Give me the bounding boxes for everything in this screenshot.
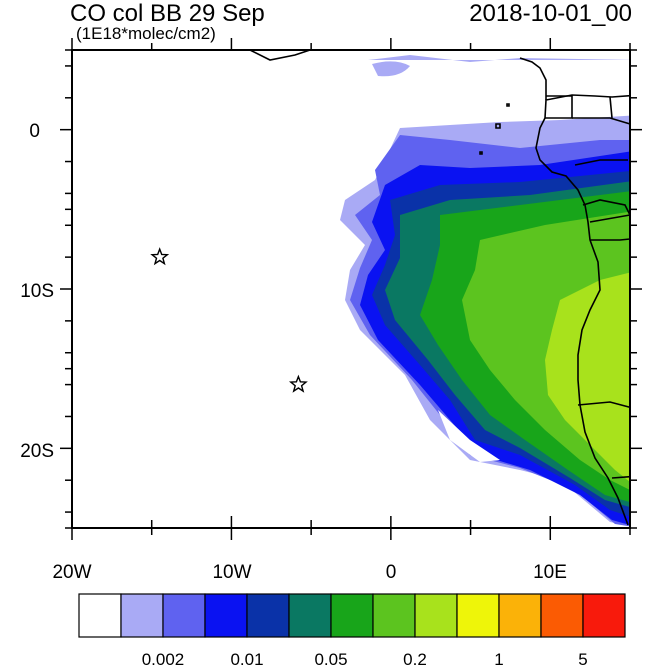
colorbar [78, 593, 626, 638]
star-marker [150, 247, 170, 266]
plume-level-yellowgreen [545, 272, 630, 482]
colorbar-label: 5 [578, 650, 587, 667]
colorbar-swatch [246, 593, 290, 638]
colorbar-swatch [288, 593, 332, 638]
plume-level-light [372, 61, 410, 77]
site-markers [150, 247, 308, 393]
axis-ticks [60, 38, 642, 540]
x-tick-label: 20W [52, 562, 91, 583]
colorbar-swatch [414, 593, 458, 638]
map-title: CO col BB 29 Sep [70, 0, 265, 27]
colorbar-label: 1 [494, 650, 503, 667]
star-marker [288, 374, 308, 393]
colorbar-swatch [456, 593, 500, 638]
coastlines [249, 50, 630, 526]
colorbar-swatch [78, 593, 122, 638]
colorbar-swatch [540, 593, 584, 638]
colorbar-swatch [120, 593, 164, 638]
x-tick-label: 0 [386, 562, 397, 583]
colorbar-swatch [582, 593, 626, 638]
timestamp-label: 2018-10-01_00 [469, 0, 632, 27]
colorbar-label: 0.01 [230, 650, 263, 667]
x-tick-label: 10W [212, 562, 251, 583]
units-label: (1E18*molec/cm2) [76, 24, 216, 43]
y-tick-label: 0 [29, 121, 40, 142]
colorbar-swatch [204, 593, 248, 638]
colorbar-swatch [162, 593, 206, 638]
y-tick-label: 20S [20, 441, 54, 462]
colorbar-swatch [330, 593, 374, 638]
x-tick-label: 10E [533, 562, 567, 583]
colorbar-swatch [372, 593, 416, 638]
colorbar-swatch [498, 593, 542, 638]
y-tick-label: 10S [20, 281, 54, 302]
colorbar-label: 0.05 [314, 650, 347, 667]
colorbar-label: 0.2 [403, 650, 427, 667]
colorbar-label: 0.002 [142, 650, 185, 667]
